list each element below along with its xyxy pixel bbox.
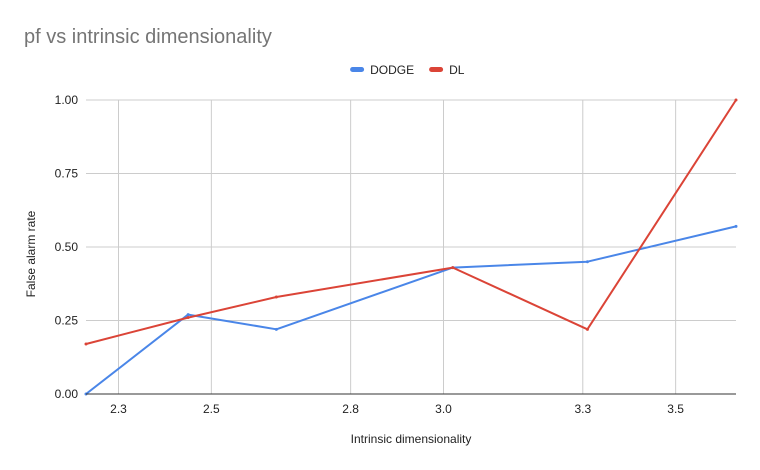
x-tick-label: 3.3 — [574, 402, 591, 416]
chart-title: pf vs intrinsic dimensionality — [24, 26, 272, 48]
y-tick-label: 0.50 — [55, 240, 79, 254]
data-point-dodge — [734, 224, 738, 228]
legend-label-dl: DL — [449, 63, 465, 77]
data-point-dodge — [186, 313, 190, 317]
x-tick-label: 2.5 — [203, 402, 220, 416]
data-point-dodge — [585, 260, 589, 264]
y-axis-label: False alarm rate — [24, 210, 38, 297]
x-tick-label: 3.5 — [667, 402, 684, 416]
data-point-dl — [186, 316, 190, 320]
data-point-dl — [451, 266, 455, 270]
data-point-dodge — [274, 327, 278, 331]
y-tick-label: 0.75 — [55, 167, 79, 181]
y-tick-label: 0.00 — [55, 387, 79, 401]
data-point-dl — [734, 98, 738, 102]
legend-swatch-dodge — [350, 67, 365, 72]
legend-swatch-dl — [429, 67, 444, 72]
gridlines — [86, 99, 736, 394]
data-point-dl — [274, 295, 278, 299]
x-tick-label: 3.0 — [435, 402, 452, 416]
series-line-dodge — [85, 225, 737, 395]
series-line-dl — [85, 99, 737, 345]
data-point-dl — [585, 327, 589, 331]
y-tick-label: 1.00 — [55, 93, 79, 107]
x-axis-label: Intrinsic dimensionality — [351, 432, 472, 446]
x-tick-label: 2.3 — [110, 402, 127, 416]
y-tick-label: 0.25 — [55, 314, 79, 328]
x-tick-label: 2.8 — [342, 402, 359, 416]
legend-label-dodge: DODGE — [370, 63, 414, 77]
axis-layer: 0.00 0.25 0.50 0.75 1.00 2.3 2.5 2.8 3.0 3.3 3.5 — [55, 93, 736, 416]
legend: DODGE DL — [350, 63, 465, 77]
data-point-dl — [84, 342, 88, 346]
